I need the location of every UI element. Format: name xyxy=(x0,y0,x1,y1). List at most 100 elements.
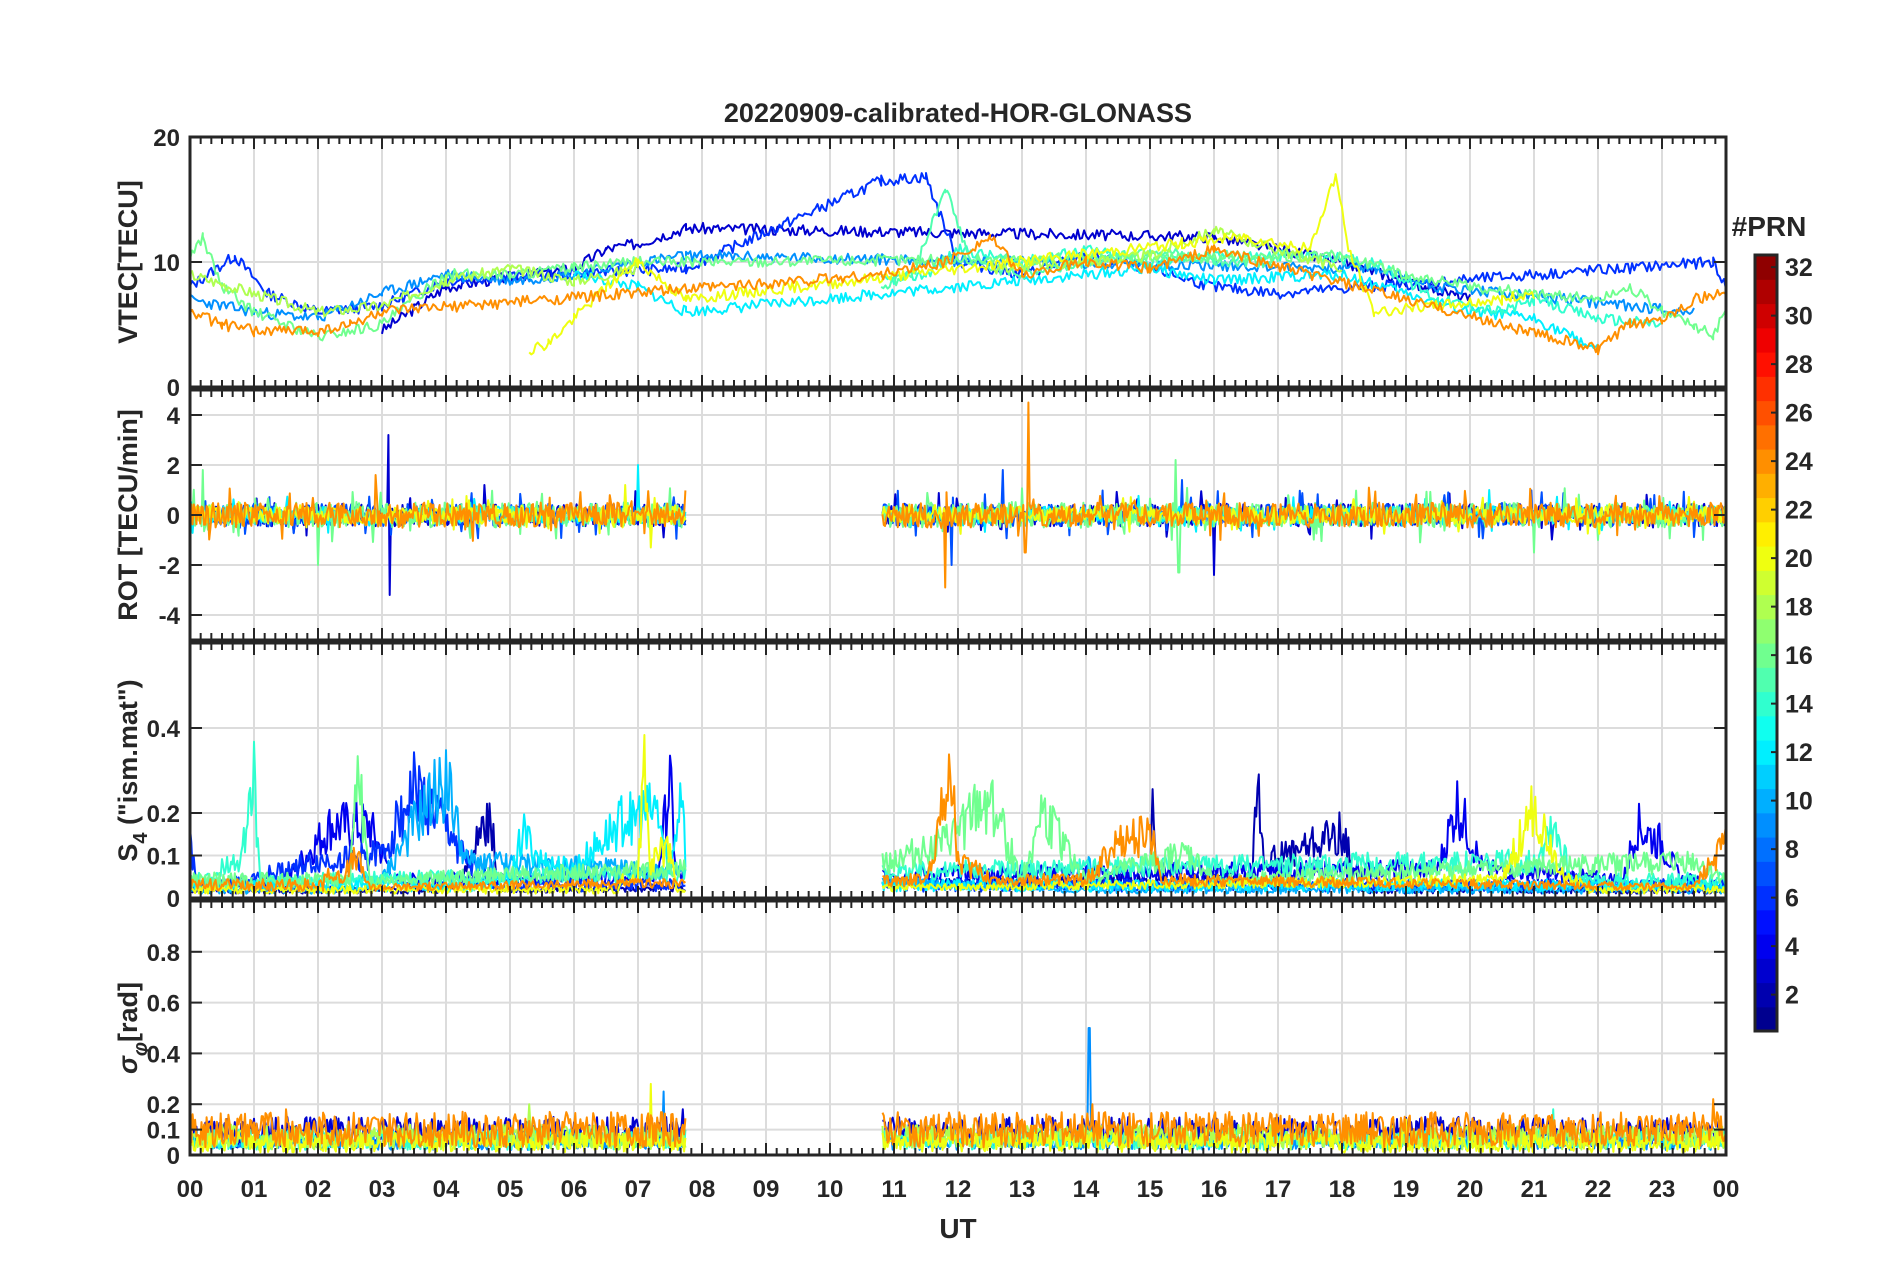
colorbar-tick-label: 26 xyxy=(1785,400,1813,428)
colorbar-tick-label: 8 xyxy=(1785,836,1799,864)
colorbar-tick-label: 24 xyxy=(1785,448,1813,476)
colorbar-frame xyxy=(1753,253,1779,1033)
x-tick-label: 16 xyxy=(1201,1176,1228,1203)
series-line-prn-24 xyxy=(881,1098,1726,1149)
colorbar-segment xyxy=(1755,327,1777,353)
colorbar-segment xyxy=(1755,958,1777,984)
y-tick-label: 0 xyxy=(167,886,180,913)
y-axis-label-s4: S4 ("ism.mat") xyxy=(113,679,152,861)
colorbar-segment xyxy=(1755,618,1777,644)
colorbar-segment xyxy=(1755,400,1777,426)
y-label-main: S xyxy=(113,844,143,862)
colorbar-segment xyxy=(1755,594,1777,620)
y-label-main: σ xyxy=(113,1055,143,1074)
x-tick-label: 00 xyxy=(177,1176,204,1203)
colorbar-tick-label: 2 xyxy=(1785,982,1799,1010)
colorbar-tick-label: 4 xyxy=(1785,933,1799,961)
y-label-rest: [rad] xyxy=(113,982,143,1042)
colorbar-segment xyxy=(1755,376,1777,402)
y-label-rest: ("ism.mat") xyxy=(113,679,143,832)
y-tick-label: 2 xyxy=(167,453,180,480)
x-tick-label: 22 xyxy=(1585,1176,1612,1203)
y-axis-label-rot: ROT [TECU/min] xyxy=(113,409,143,620)
colorbar-segment xyxy=(1755,570,1777,596)
colorbar-segment xyxy=(1755,788,1777,814)
y-axis-label-sigma_phi: σφ[rad] xyxy=(113,982,152,1074)
colorbar-segment xyxy=(1755,909,1777,935)
x-axis-label: UT xyxy=(939,1213,976,1244)
colorbar-tick-label: 30 xyxy=(1785,303,1813,331)
x-tick-label: 15 xyxy=(1137,1176,1164,1203)
colorbar-segment xyxy=(1755,279,1777,305)
y-tick-label: 10 xyxy=(153,250,180,277)
colorbar-segment xyxy=(1755,691,1777,717)
colorbar-segment xyxy=(1755,837,1777,862)
colorbar-segment xyxy=(1755,885,1777,911)
colorbar-segment xyxy=(1755,255,1777,280)
colorbar-segment xyxy=(1755,861,1777,887)
series-line-prn-24 xyxy=(190,474,687,542)
series-line-prn-20 xyxy=(528,173,1535,356)
series-line-prn-24 xyxy=(881,401,1726,589)
colorbar-segment xyxy=(1755,546,1777,571)
x-tick-label: 01 xyxy=(241,1176,268,1203)
y-tick-label: 0 xyxy=(167,375,180,402)
y-tick-label: -2 xyxy=(159,553,180,580)
series-line-prn-20 xyxy=(190,734,687,895)
x-tick-label: 00 xyxy=(1713,1176,1740,1203)
colorbar-segment xyxy=(1755,764,1777,790)
colorbar-segment xyxy=(1755,521,1777,547)
colorbar-tick-label: 22 xyxy=(1785,497,1813,525)
y-tick-label: 0.2 xyxy=(147,1092,180,1119)
y-tick-label: 0 xyxy=(167,1143,180,1170)
series-line-prn-20 xyxy=(190,1082,687,1154)
y-label-subscript: 4 xyxy=(130,832,152,844)
x-tick-label: 03 xyxy=(369,1176,396,1203)
y-label-subscript: φ xyxy=(130,1042,152,1056)
colorbar-tick-label: 10 xyxy=(1785,788,1813,816)
colorbar-segment xyxy=(1755,812,1777,838)
x-tick-label: 21 xyxy=(1521,1176,1548,1203)
colorbar-segment xyxy=(1755,934,1777,959)
series-line-prn-24 xyxy=(882,753,1726,892)
series-line-prn-16 xyxy=(881,779,1726,887)
x-tick-label: 17 xyxy=(1265,1176,1292,1203)
y-axis-label-vtec: VTEC[TECU] xyxy=(113,180,143,344)
x-tick-label: 11 xyxy=(881,1176,906,1203)
x-tick-label: 14 xyxy=(1073,1176,1100,1203)
colorbar-label: #PRN xyxy=(1732,211,1807,242)
colorbar-tick-label: 28 xyxy=(1785,351,1813,379)
y-tick-label: 20 xyxy=(153,125,180,152)
panel-rot: -4 -2 0 2 4 ROT [TECU/min] xyxy=(113,388,1728,642)
colorbar-segment xyxy=(1755,740,1777,765)
series-line-prn-18 xyxy=(190,261,639,318)
x-tick-label: 10 xyxy=(817,1176,844,1203)
colorbar-tick-label: 20 xyxy=(1785,545,1813,573)
series-group xyxy=(190,172,1726,356)
colorbar-tick-label: 6 xyxy=(1785,885,1799,913)
y-tick-label: 4 xyxy=(167,403,181,430)
colorbar-segment xyxy=(1755,497,1777,523)
y-tick-label: 0.6 xyxy=(147,991,180,1018)
x-axis-tick-labels: 00 01 02 03 04 05 06 07 08 09 10 11 12 13 14 15 16 17 18 19… xyxy=(177,1176,1740,1203)
panel-sigma_phi: 00.10.2 0.4 0.6 0.8 σφ[rad] xyxy=(113,899,1728,1170)
y-tick-label: 0 xyxy=(167,503,180,530)
x-tick-label: 06 xyxy=(561,1176,588,1203)
colorbar-segment xyxy=(1755,449,1777,474)
x-tick-label: 19 xyxy=(1393,1176,1420,1203)
x-tick-label: 05 xyxy=(497,1176,524,1203)
y-tick-label: 0.4 xyxy=(147,1041,181,1068)
colorbar-tick-label: 32 xyxy=(1785,254,1813,282)
colorbar-segment xyxy=(1755,643,1777,668)
colorbar-segment xyxy=(1755,1006,1777,1032)
y-tick-label: 0.8 xyxy=(147,940,180,967)
series-group xyxy=(190,1027,1726,1154)
panel-vtec: 0 10 20 VTEC[TECU] xyxy=(113,125,1728,402)
colorbar-segment xyxy=(1755,715,1777,741)
series-line-prn-24 xyxy=(190,1108,687,1149)
y-tick-label: 0.2 xyxy=(147,801,180,828)
y-tick-label: 0.1 xyxy=(147,1118,180,1145)
colorbar-tick-label: 14 xyxy=(1785,691,1813,719)
x-tick-label: 09 xyxy=(753,1176,780,1203)
colorbar-tick-label: 18 xyxy=(1785,594,1813,622)
